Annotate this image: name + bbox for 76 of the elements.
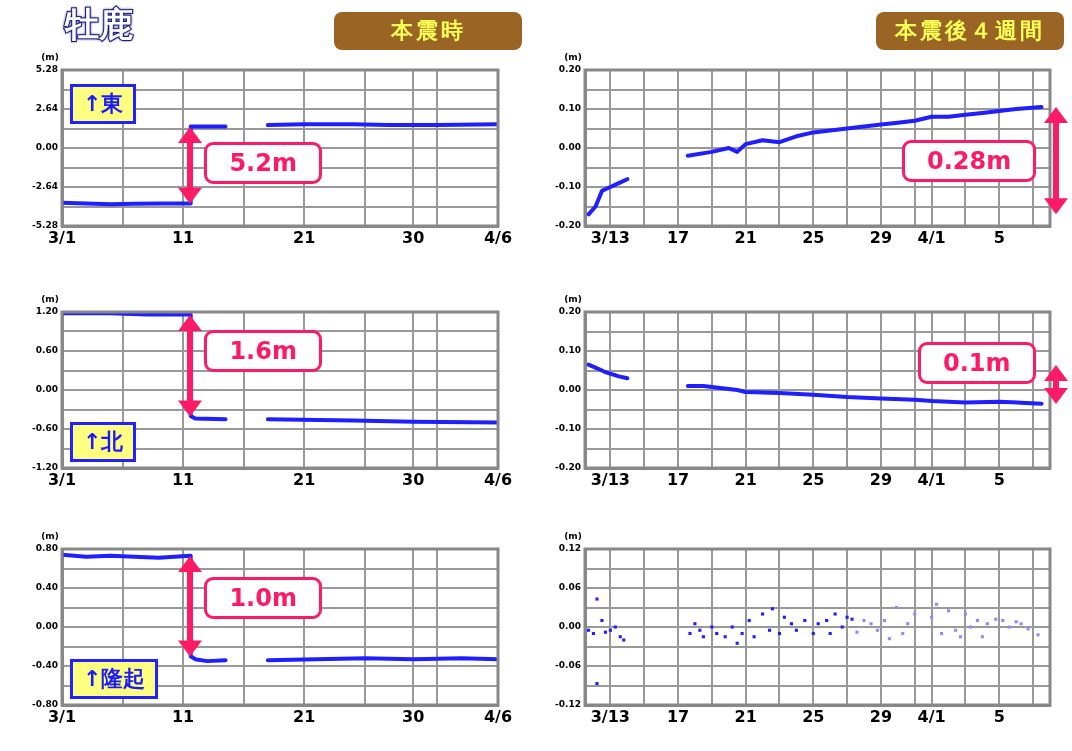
y-axis-title: (m)	[41, 530, 59, 541]
y-axis-title: (m)	[564, 51, 582, 62]
x-tick-label: 29	[869, 706, 893, 726]
x-tick-label: 29	[869, 227, 893, 247]
x-tick-label: 21	[293, 706, 316, 726]
y-tick-label: 1.20	[35, 306, 58, 317]
y-axis-title: (m)	[41, 51, 59, 62]
y-tick-label: -0.10	[555, 423, 581, 434]
y-tick-label: 0.20	[558, 64, 581, 75]
y-tick-label: 0.10	[558, 103, 581, 114]
x-tick-label: 5	[993, 469, 1005, 489]
annotation: 0.1m	[918, 342, 1036, 385]
y-tick-label: 0.00	[558, 621, 581, 632]
y-tick-label: -0.06	[555, 660, 581, 671]
annotation: 1.0m	[204, 576, 322, 619]
x-tick-label: 11	[171, 469, 195, 489]
y-axis-title: (m)	[41, 293, 59, 304]
x-tick-label: 4/1	[917, 469, 946, 489]
x-tick-label: 4/1	[917, 227, 946, 247]
y-tick-label: -0.10	[555, 181, 581, 192]
x-tick-label: 21	[293, 469, 316, 489]
x-tick-label: 21	[734, 706, 757, 726]
annotation: 0.28m	[902, 139, 1037, 182]
y-tick-label: -2.64	[32, 181, 58, 192]
y-tick-label: -0.20	[555, 220, 581, 231]
y-tick-label: 0.12	[558, 543, 581, 554]
y-tick-label: -0.12	[555, 699, 581, 710]
x-tick-label: 25	[802, 227, 825, 247]
y-tick-label: 0.80	[35, 543, 58, 554]
y-tick-label: 0.00	[558, 142, 581, 153]
x-tick-label: 21	[734, 227, 757, 247]
x-tick-label: 4/6	[483, 469, 513, 489]
x-tick-label: 21	[734, 469, 757, 489]
chart-subtitle: 本震時	[334, 12, 522, 50]
x-tick-label: 5	[993, 706, 1005, 726]
x-tick-label: 4/6	[483, 227, 513, 247]
annotation: 5.2m	[204, 141, 322, 184]
y-tick-label: 2.64	[35, 103, 58, 114]
x-tick-label: 3/13	[590, 227, 630, 247]
x-tick-label: 3/13	[590, 469, 630, 489]
x-tick-label: 11	[171, 227, 195, 247]
x-tick-label: 3/13	[590, 706, 630, 726]
y-tick-label: 0.10	[558, 345, 581, 356]
x-tick-label: 5	[993, 227, 1005, 247]
y-tick-label: -0.60	[32, 423, 58, 434]
y-tick-label: 5.28	[35, 64, 58, 75]
annotation: ↑北	[70, 422, 137, 462]
x-tick-label: 4/6	[483, 706, 513, 726]
x-tick-label: 21	[293, 227, 316, 247]
annotation: ↑隆起	[70, 659, 159, 699]
x-tick-label: 29	[869, 469, 893, 489]
x-tick-label: 4/1	[917, 706, 946, 726]
x-tick-label: 25	[802, 706, 825, 726]
y-tick-label: 0.00	[558, 384, 581, 395]
x-tick-label: 30	[402, 227, 425, 247]
y-tick-label: 0.06	[558, 582, 581, 593]
y-tick-label: 0.00	[35, 142, 58, 153]
y-tick-label: 0.00	[35, 621, 58, 632]
y-axis-title: (m)	[564, 530, 582, 541]
y-tick-label: 0.00	[35, 384, 58, 395]
y-tick-label: 0.20	[558, 306, 581, 317]
y-tick-label: 0.40	[35, 582, 58, 593]
annotation: 1.6m	[204, 330, 322, 372]
x-tick-label: 11	[171, 706, 195, 726]
x-tick-label: 30	[402, 706, 425, 726]
y-tick-label: -0.20	[555, 462, 581, 473]
chart-subtitle: 本震後４週間	[876, 12, 1064, 50]
x-tick-label: 17	[666, 469, 690, 489]
y-axis-title: (m)	[564, 293, 582, 304]
annotation: ↑東	[70, 84, 137, 124]
y-tick-label: 0.60	[35, 345, 58, 356]
x-tick-label: 30	[402, 469, 425, 489]
x-tick-label: 17	[666, 706, 690, 726]
x-tick-label: 25	[802, 469, 825, 489]
x-tick-label: 17	[666, 227, 690, 247]
y-tick-label: -0.40	[32, 660, 58, 671]
